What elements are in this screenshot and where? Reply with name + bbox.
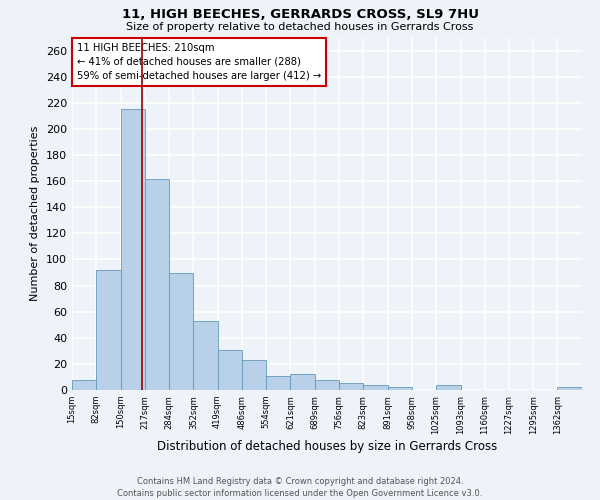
Text: 11, HIGH BEECHES, GERRARDS CROSS, SL9 7HU: 11, HIGH BEECHES, GERRARDS CROSS, SL9 7H… bbox=[121, 8, 479, 20]
Bar bbox=[363, 385, 388, 390]
Y-axis label: Number of detached properties: Number of detached properties bbox=[31, 126, 40, 302]
Bar bbox=[266, 376, 290, 390]
Text: 11 HIGH BEECHES: 210sqm
← 41% of detached houses are smaller (288)
59% of semi-d: 11 HIGH BEECHES: 210sqm ← 41% of detache… bbox=[77, 43, 322, 81]
Bar bbox=[339, 384, 363, 390]
Bar bbox=[193, 321, 218, 390]
Bar bbox=[290, 374, 315, 390]
Bar bbox=[121, 110, 145, 390]
Bar bbox=[72, 380, 96, 390]
Bar bbox=[218, 350, 242, 390]
Bar bbox=[436, 385, 461, 390]
Text: Size of property relative to detached houses in Gerrards Cross: Size of property relative to detached ho… bbox=[127, 22, 473, 32]
Bar bbox=[96, 270, 121, 390]
Bar bbox=[315, 380, 339, 390]
Bar bbox=[169, 272, 193, 390]
Bar bbox=[242, 360, 266, 390]
Text: Contains HM Land Registry data © Crown copyright and database right 2024.
Contai: Contains HM Land Registry data © Crown c… bbox=[118, 476, 482, 498]
Bar bbox=[145, 178, 169, 390]
Bar bbox=[557, 388, 582, 390]
X-axis label: Distribution of detached houses by size in Gerrards Cross: Distribution of detached houses by size … bbox=[157, 440, 497, 452]
Bar bbox=[388, 388, 412, 390]
